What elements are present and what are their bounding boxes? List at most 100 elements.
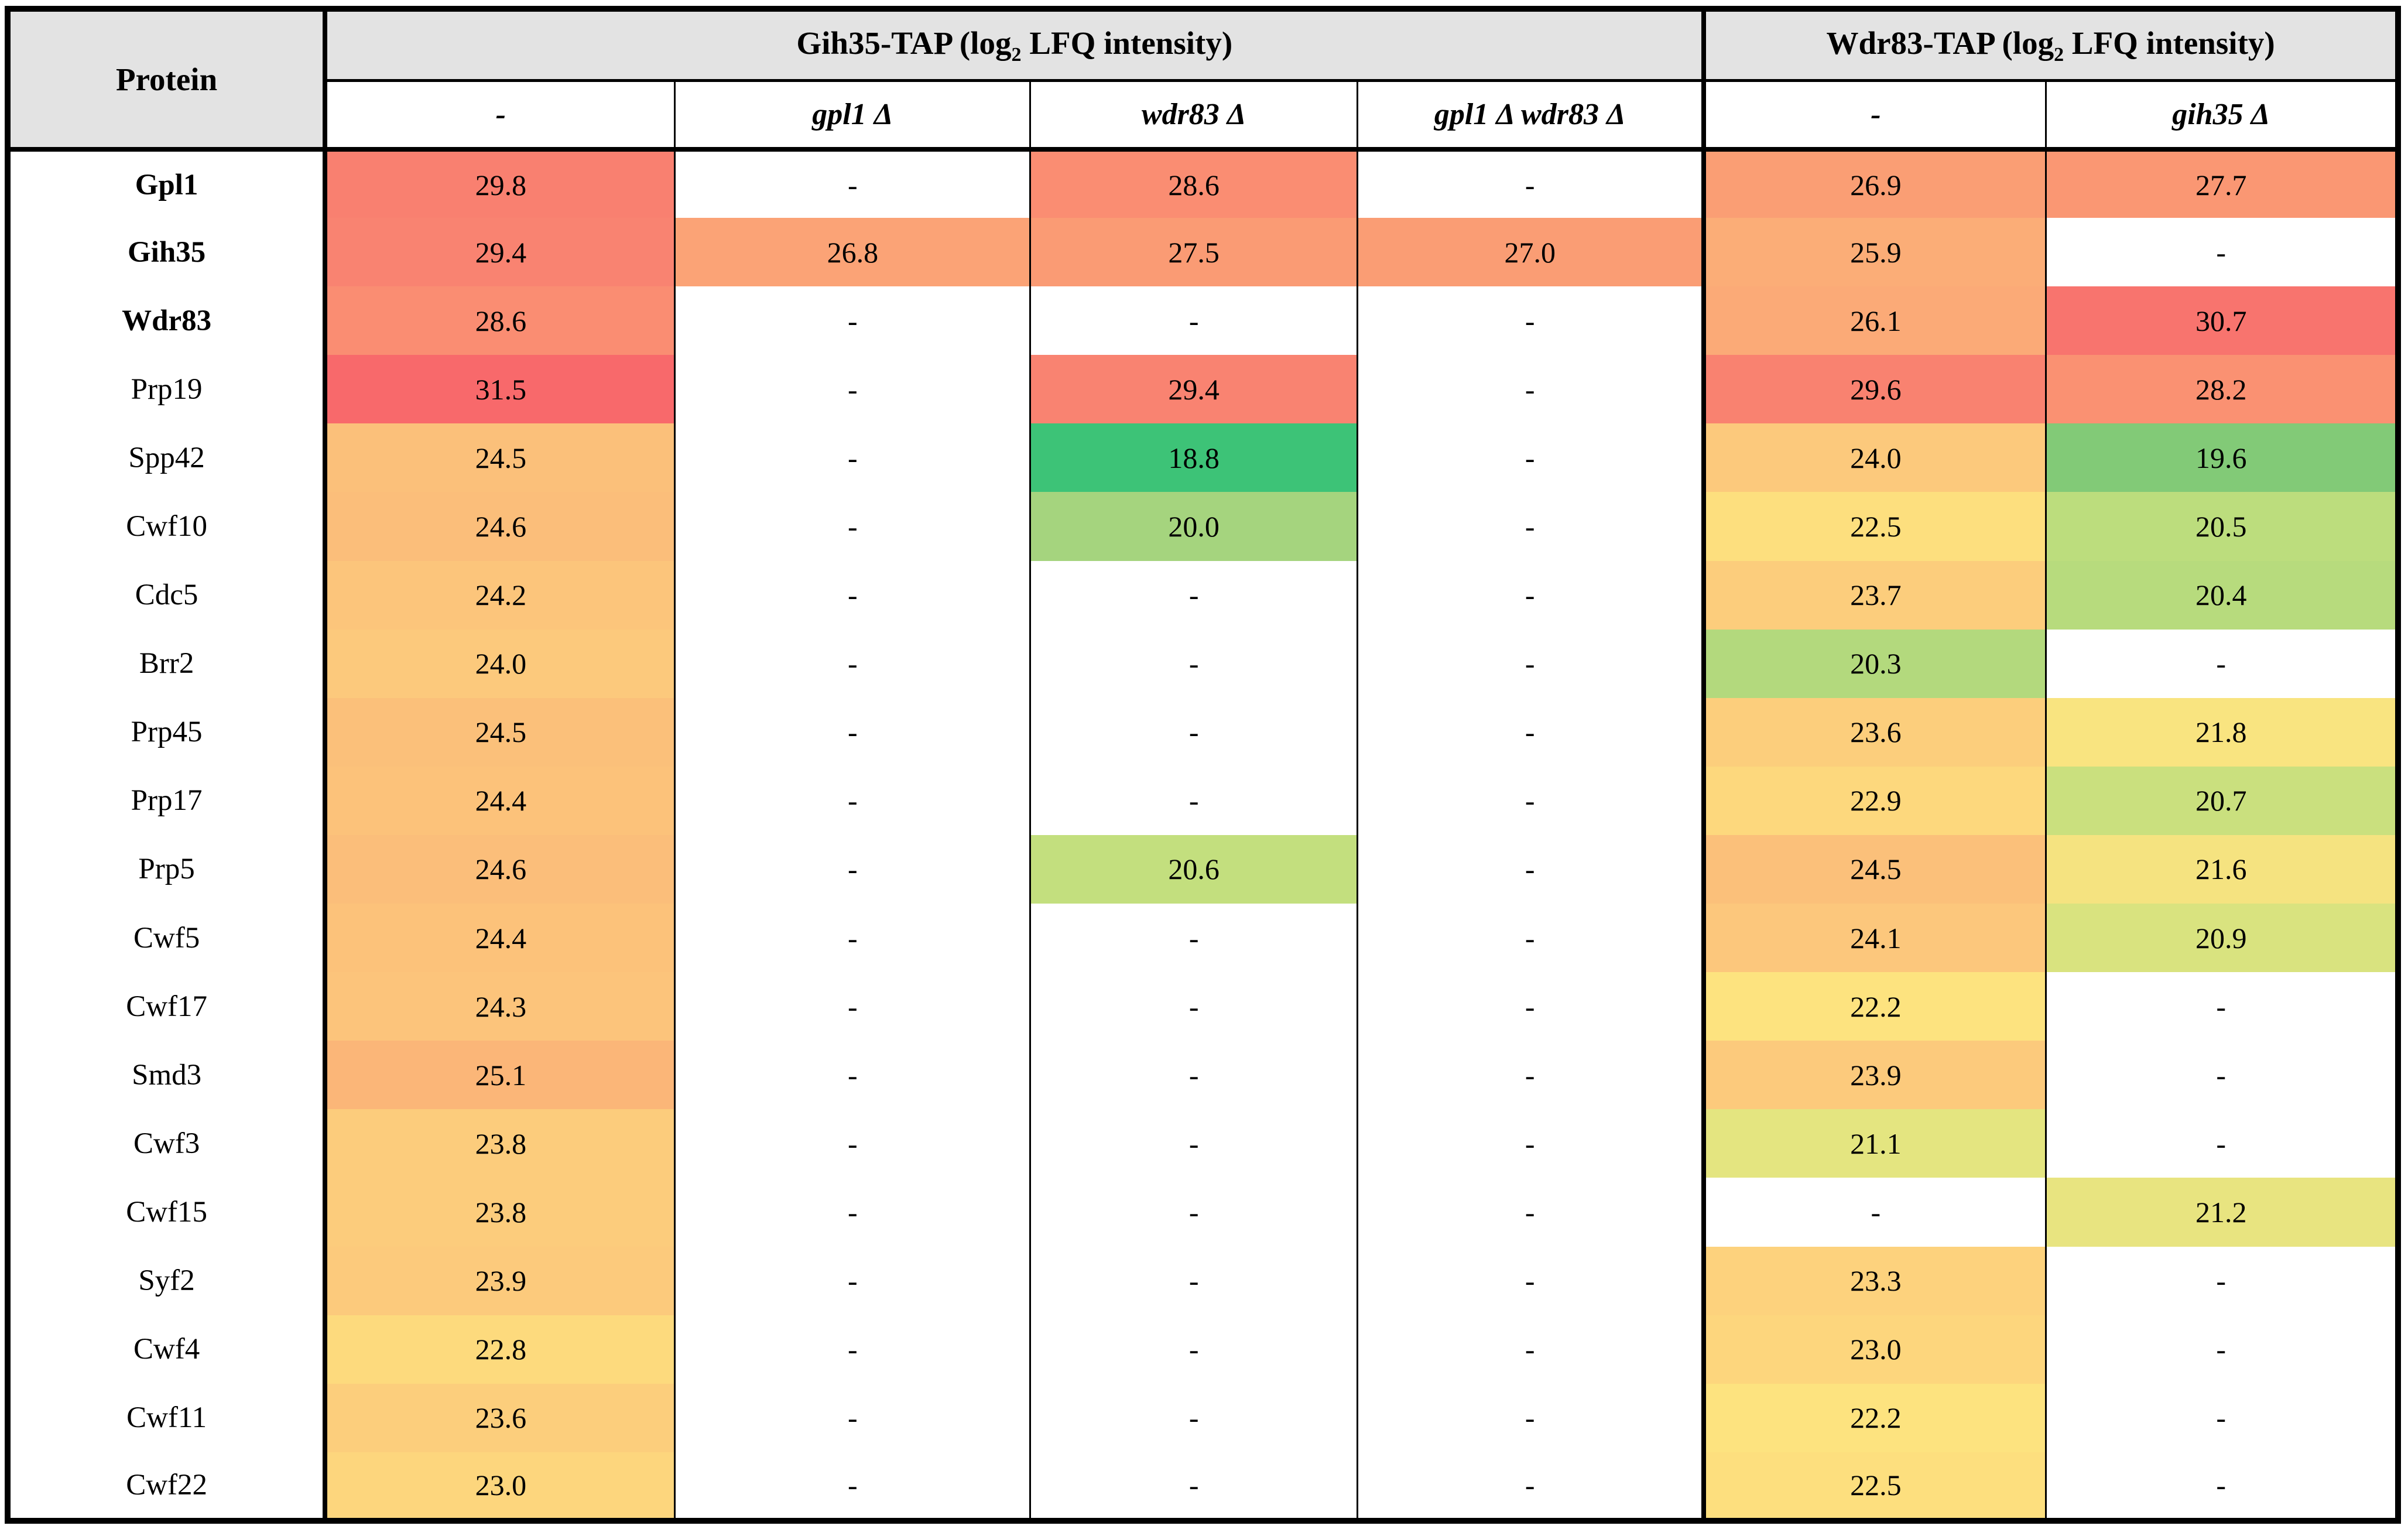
value-cell-cdc5-col1: - <box>674 560 1032 630</box>
value-cell-spp42-col2: 18.8 <box>1029 423 1359 492</box>
value-cell-cwf4-col2: - <box>1029 1315 1359 1384</box>
value-cell-prp19-col0: 31.5 <box>323 355 676 424</box>
value-cell-cdc5-col3: - <box>1357 560 1705 630</box>
gih35-tap-title-text: Gih35-TAP (log <box>796 25 1012 61</box>
table-row-gpl1: Gpl1 29.8-28.6-26.9 27.7 <box>6 149 2399 218</box>
protein-name-cwf3: Cwf3 <box>6 1109 328 1178</box>
table-row-gih35: Gih35 29.4 26.8 27.5 27.0 25.9- <box>6 218 2399 287</box>
value-cell-cwf3-col1: - <box>674 1109 1032 1178</box>
condition-header-gih35tap-3: gpl1 Δ wdr83 Δ <box>1357 80 1705 152</box>
protein-name-spp42: Spp42 <box>6 423 328 492</box>
table-row-cwf22: Cwf22 23.0- - -22.5- <box>6 1452 2399 1521</box>
protein-name-cwf5: Cwf5 <box>6 904 328 973</box>
wdr83-tap-title-text: Wdr83-TAP (log <box>1826 25 2054 61</box>
value-cell-gih35-col3: 27.0 <box>1357 218 1705 287</box>
value-cell-prp5-col3: - <box>1357 834 1705 904</box>
table-row-prp5: Prp5 24.6-20.6-24.5 21.6 <box>6 834 2399 904</box>
value-cell-cwf5-col0: 24.4 <box>323 904 676 973</box>
value-cell-prp17-col3: - <box>1357 766 1705 835</box>
value-cell-prp45-col2: - <box>1029 697 1359 767</box>
value-cell-gih35-col4: 25.9 <box>1701 218 2047 287</box>
group-header-wdr83-tap: Wdr83-TAP (log2 LFQ intensity) <box>1701 9 2399 82</box>
protein-name-cwf22: Cwf22 <box>6 1452 328 1521</box>
value-cell-prp5-col1: - <box>674 834 1032 904</box>
value-cell-prp17-col4: 22.9 <box>1701 766 2047 835</box>
value-cell-prp19-col2: 29.4 <box>1029 355 1359 424</box>
value-cell-prp5-col2: 20.6 <box>1029 834 1359 904</box>
protein-name-brr2: Brr2 <box>6 629 328 698</box>
value-cell-cwf22-col3: - <box>1357 1452 1705 1521</box>
protein-name-cdc5: Cdc5 <box>6 560 328 630</box>
value-cell-spp42-col4: 24.0 <box>1701 423 2047 492</box>
value-cell-cdc5-col5: 20.4 <box>2045 560 2399 630</box>
value-cell-cwf4-col4: 23.0 <box>1701 1315 2047 1384</box>
protein-name-syf2: Syf2 <box>6 1246 328 1315</box>
value-cell-smd3-col3: - <box>1357 1041 1705 1110</box>
value-cell-wdr83-col0: 28.6 <box>323 286 676 355</box>
value-cell-smd3-col4: 23.9 <box>1701 1041 2047 1110</box>
value-cell-prp5-col5: 21.6 <box>2045 834 2399 904</box>
value-cell-cwf4-col5: - <box>2045 1315 2399 1384</box>
value-cell-cwf11-col2: - <box>1029 1383 1359 1452</box>
condition-header-gih35tap-0: - <box>324 80 676 152</box>
value-cell-cwf17-col0: 24.3 <box>323 972 676 1041</box>
value-cell-spp42-col3: - <box>1357 423 1705 492</box>
value-cell-cwf22-col2: - <box>1029 1452 1359 1521</box>
value-cell-cwf5-col2: - <box>1029 904 1359 973</box>
value-cell-cdc5-col4: 23.7 <box>1701 560 2047 630</box>
condition-header-wdr83tap-0: - <box>1701 80 2047 152</box>
value-cell-gpl1-col3: - <box>1357 149 1705 218</box>
value-cell-cwf4-col0: 22.8 <box>323 1315 676 1384</box>
protein-name-prp5: Prp5 <box>6 834 328 904</box>
value-cell-prp45-col1: - <box>674 697 1032 767</box>
log2-subscript: 2 <box>1011 43 1022 66</box>
condition-header-gih35tap-1: gpl1 Δ <box>674 80 1032 152</box>
value-cell-syf2-col1: - <box>674 1246 1032 1315</box>
protein-name-cwf4: Cwf4 <box>6 1315 328 1384</box>
value-cell-prp45-col3: - <box>1357 697 1705 767</box>
value-cell-cwf22-col4: 22.5 <box>1701 1452 2047 1521</box>
value-cell-cwf15-col2: - <box>1029 1178 1359 1247</box>
value-cell-wdr83-col2: - <box>1029 286 1359 355</box>
value-cell-cwf3-col3: - <box>1357 1109 1705 1178</box>
value-cell-cwf15-col3: - <box>1357 1178 1705 1247</box>
table-row-cwf3: Cwf3 23.8- - -21.1- <box>6 1109 2399 1178</box>
value-cell-cwf17-col5: - <box>2045 972 2399 1041</box>
value-cell-syf2-col2: - <box>1029 1246 1359 1315</box>
value-cell-prp19-col5: 28.2 <box>2045 355 2399 424</box>
value-cell-gih35-col1: 26.8 <box>674 218 1032 287</box>
table-row-wdr83: Wdr83 28.6- - -26.1 30.7 <box>6 286 2399 355</box>
value-cell-spp42-col0: 24.5 <box>323 423 676 492</box>
table-row-smd3: Smd3 25.1- - -23.9- <box>6 1041 2399 1110</box>
value-cell-wdr83-col5: 30.7 <box>2045 286 2399 355</box>
value-cell-cwf17-col1: - <box>674 972 1032 1041</box>
value-cell-smd3-col0: 25.1 <box>323 1041 676 1110</box>
protein-name-prp45: Prp45 <box>6 697 328 767</box>
value-cell-cwf4-col3: - <box>1357 1315 1705 1384</box>
value-cell-prp19-col1: - <box>674 355 1032 424</box>
value-cell-cwf11-col3: - <box>1357 1383 1705 1452</box>
protein-name-cwf17: Cwf17 <box>6 972 328 1041</box>
value-cell-prp5-col0: 24.6 <box>323 834 676 904</box>
value-cell-smd3-col5: - <box>2045 1041 2399 1110</box>
value-cell-gpl1-col1: - <box>674 149 1032 218</box>
table-row-spp42: Spp42 24.5-18.8-24.0 19.6 <box>6 423 2399 492</box>
table-row-prp19: Prp19 31.5-29.4-29.6 28.2 <box>6 355 2399 424</box>
value-cell-cwf3-col5: - <box>2045 1109 2399 1178</box>
value-cell-brr2-col4: 20.3 <box>1701 629 2047 698</box>
value-cell-cwf5-col4: 24.1 <box>1701 904 2047 973</box>
value-cell-cwf3-col4: 21.1 <box>1701 1109 2047 1178</box>
value-cell-cwf5-col5: 20.9 <box>2045 904 2399 973</box>
table-row-brr2: Brr2 24.0- - -20.3- <box>6 629 2399 698</box>
value-cell-cwf11-col0: 23.6 <box>323 1383 676 1452</box>
value-cell-cwf5-col1: - <box>674 904 1032 973</box>
value-cell-prp19-col3: - <box>1357 355 1705 424</box>
value-cell-prp19-col4: 29.6 <box>1701 355 2047 424</box>
table-row-cwf5: Cwf5 24.4- - -24.1 20.9 <box>6 904 2399 973</box>
wdr83-tap-title-tail: LFQ intensity) <box>2064 25 2275 61</box>
protein-name-prp19: Prp19 <box>6 355 328 424</box>
value-cell-gih35-col5: - <box>2045 218 2399 287</box>
value-cell-cwf10-col3: - <box>1357 492 1705 561</box>
protein-name-gih35: Gih35 <box>6 218 328 287</box>
value-cell-wdr83-col3: - <box>1357 286 1705 355</box>
